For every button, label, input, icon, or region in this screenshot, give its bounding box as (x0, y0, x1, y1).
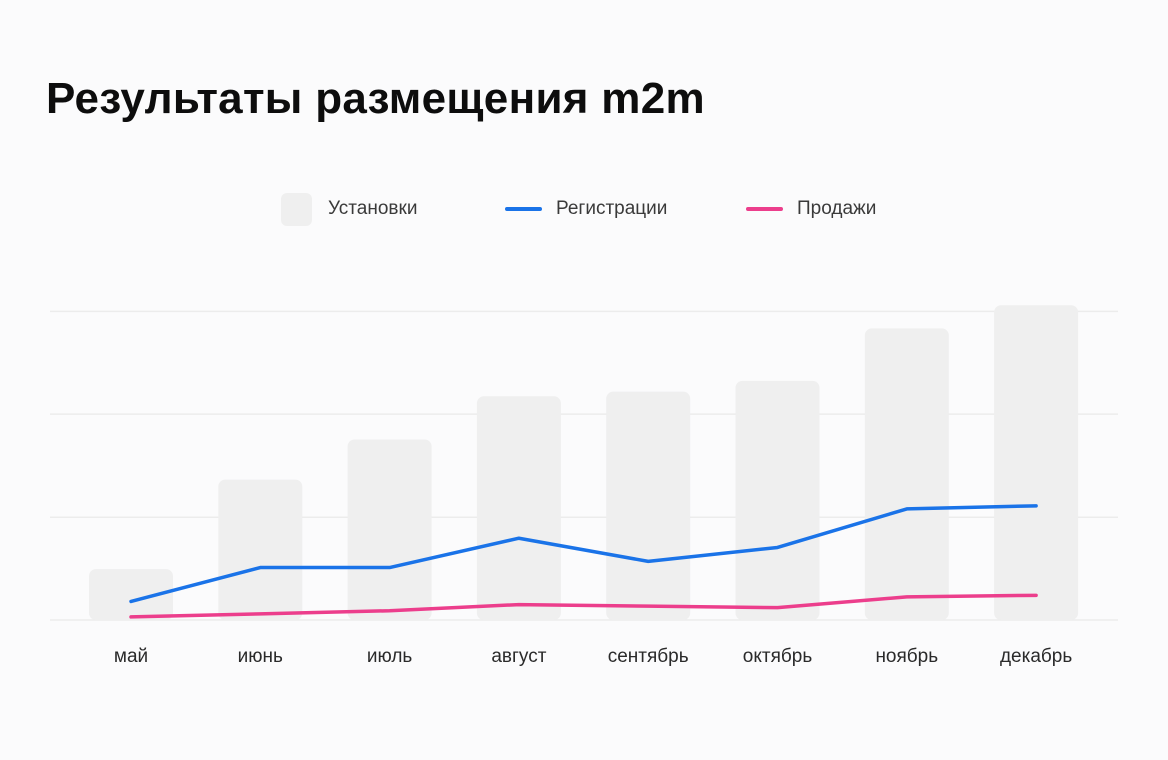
bar-installs (864, 328, 949, 620)
legend-swatch-installs (281, 192, 312, 226)
bar-installs (89, 569, 173, 620)
chart-legend: Установки Регистрации Продажи (0, 191, 1168, 227)
line-registrations (129, 504, 1038, 604)
x-tick-label: июль (367, 646, 413, 667)
x-tick-label: июнь (238, 646, 283, 667)
legend-item-sales: Продажи (746, 191, 876, 227)
legend-item-registrations: Регистрации (505, 191, 667, 227)
bar-installs (735, 380, 820, 620)
x-tick-label: май (114, 646, 148, 667)
bar-installs (476, 396, 561, 620)
x-tick-label: сентябрь (608, 646, 689, 667)
bar-installs (347, 439, 432, 620)
bar-installs (218, 479, 303, 620)
page-title: Результаты размещения m2m (46, 74, 705, 123)
x-tick-label: октябрь (743, 646, 813, 667)
x-tick-label: декабрь (1000, 646, 1072, 667)
legend-item-installs: Установки (281, 191, 417, 227)
x-tick-label: август (491, 646, 546, 667)
bar-installs (606, 391, 691, 620)
legend-label-sales: Продажи (797, 198, 877, 219)
legend-label-installs: Установки (328, 198, 418, 219)
legend-swatch-registrations (505, 207, 542, 211)
line-sales (129, 593, 1038, 619)
bar-installs (994, 305, 1079, 620)
x-tick-label: ноябрь (875, 646, 938, 667)
legend-label-registrations: Регистрации (556, 198, 668, 219)
legend-swatch-sales (746, 207, 783, 211)
